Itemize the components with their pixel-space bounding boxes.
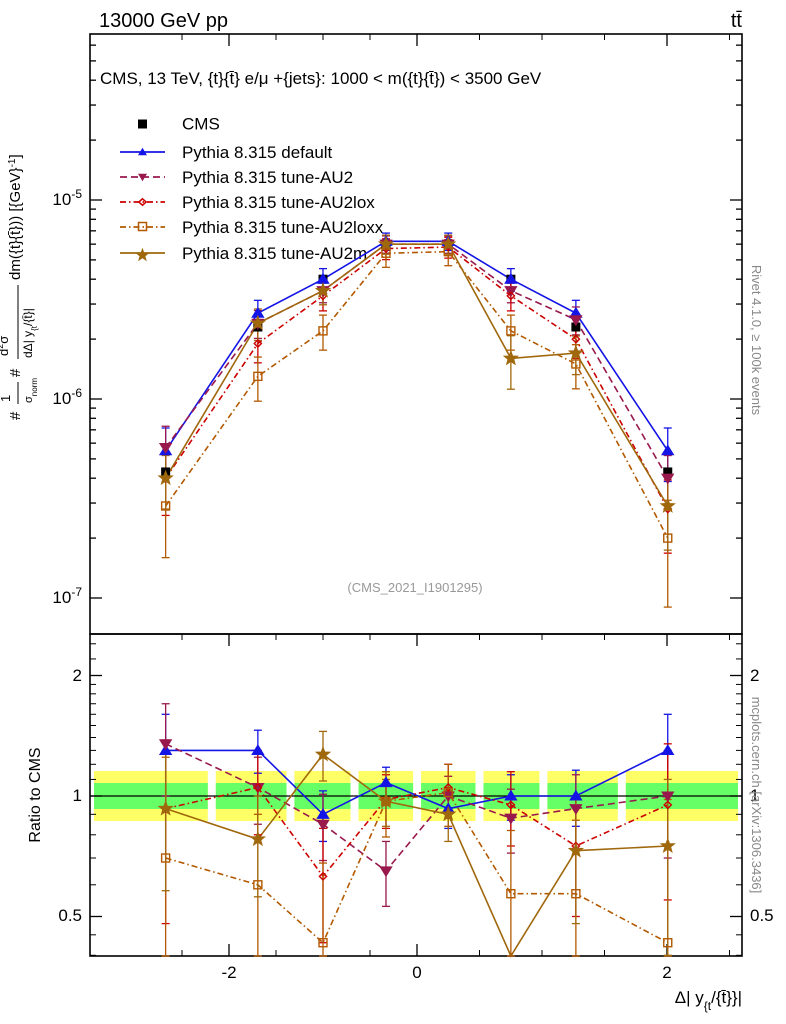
svg-text:CMS, 13 TeV, {t}{t̄} e/μ +{jet: CMS, 13 TeV, {t}{t̄} e/μ +{jets}: 1000 <… <box>100 69 542 88</box>
svg-text:Pythia 8.315 tune-AU2loxx: Pythia 8.315 tune-AU2loxx <box>182 218 384 237</box>
svg-text:0: 0 <box>412 963 421 982</box>
svg-text:Rivet 4.1.0, ≥ 100k events: Rivet 4.1.0, ≥ 100k events <box>749 265 764 416</box>
svg-text:Pythia 8.315 tune-AU2lox: Pythia 8.315 tune-AU2lox <box>182 193 375 212</box>
svg-text:#: # <box>7 411 24 420</box>
svg-text:CMS: CMS <box>182 115 220 134</box>
svg-text:Ratio to CMS: Ratio to CMS <box>27 747 44 842</box>
svg-text:0.5: 0.5 <box>58 906 82 925</box>
svg-text:1: 1 <box>73 786 82 805</box>
svg-text:tt̄: tt̄ <box>731 10 743 32</box>
svg-text:-2: -2 <box>221 963 236 982</box>
svg-text:mcplots.cern.ch [arXiv:1306.34: mcplots.cern.ch [arXiv:1306.3436] <box>749 697 764 894</box>
svg-text:0.5: 0.5 <box>750 906 774 925</box>
svg-text:(CMS_2021_I1901295): (CMS_2021_I1901295) <box>347 580 482 595</box>
svg-text:Pythia 8.315 tune-AU2m: Pythia 8.315 tune-AU2m <box>182 244 367 263</box>
svg-text:2: 2 <box>750 666 759 685</box>
svg-text:2: 2 <box>662 963 671 982</box>
svg-text:13000 GeV pp: 13000 GeV pp <box>99 10 228 32</box>
svg-text:#: # <box>7 368 24 377</box>
svg-text:dm({t}{t̄})) [{GeV}-1]: dm({t}{t̄})) [{GeV}-1] <box>7 154 25 280</box>
svg-text:Pythia 8.315 tune-AU2: Pythia 8.315 tune-AU2 <box>182 168 353 187</box>
svg-text:Pythia 8.315 default: Pythia 8.315 default <box>182 143 333 162</box>
svg-text:2: 2 <box>73 666 82 685</box>
svg-text:1: 1 <box>0 395 13 402</box>
